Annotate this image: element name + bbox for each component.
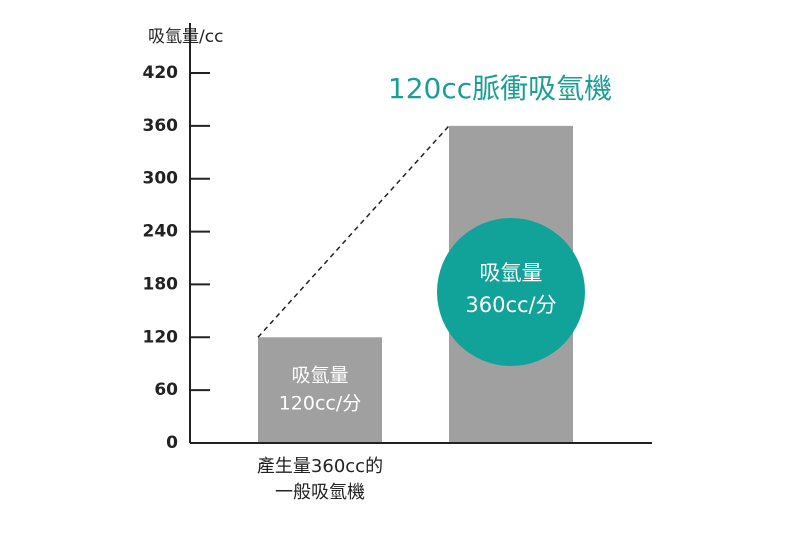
y-tick-label: 360 <box>143 116 179 136</box>
y-tick-label: 300 <box>143 169 179 189</box>
chart-title: 120cc脈衝吸氫機 <box>388 72 612 105</box>
y-tick-label: 120 <box>143 327 179 347</box>
y-axis-label: 吸氫量/cc <box>148 27 223 47</box>
connector <box>257 125 450 338</box>
value-label: 120cc/分 <box>279 393 362 415</box>
y-tick-label: 240 <box>143 222 179 242</box>
bar <box>258 337 382 443</box>
value-label-heading: 吸氫量 <box>291 365 348 387</box>
highlight-circle <box>437 218 585 366</box>
y-tick-label: 180 <box>143 274 179 294</box>
x-tick-label: 產生量360cc的一般吸氫機 <box>256 456 384 503</box>
value-label-heading: 吸氫量 <box>480 261 543 285</box>
y-tick-label: 60 <box>154 380 178 400</box>
value-label: 360cc/分 <box>465 293 556 317</box>
y-tick-label: 420 <box>143 63 179 83</box>
y-tick-label: 0 <box>166 433 178 453</box>
